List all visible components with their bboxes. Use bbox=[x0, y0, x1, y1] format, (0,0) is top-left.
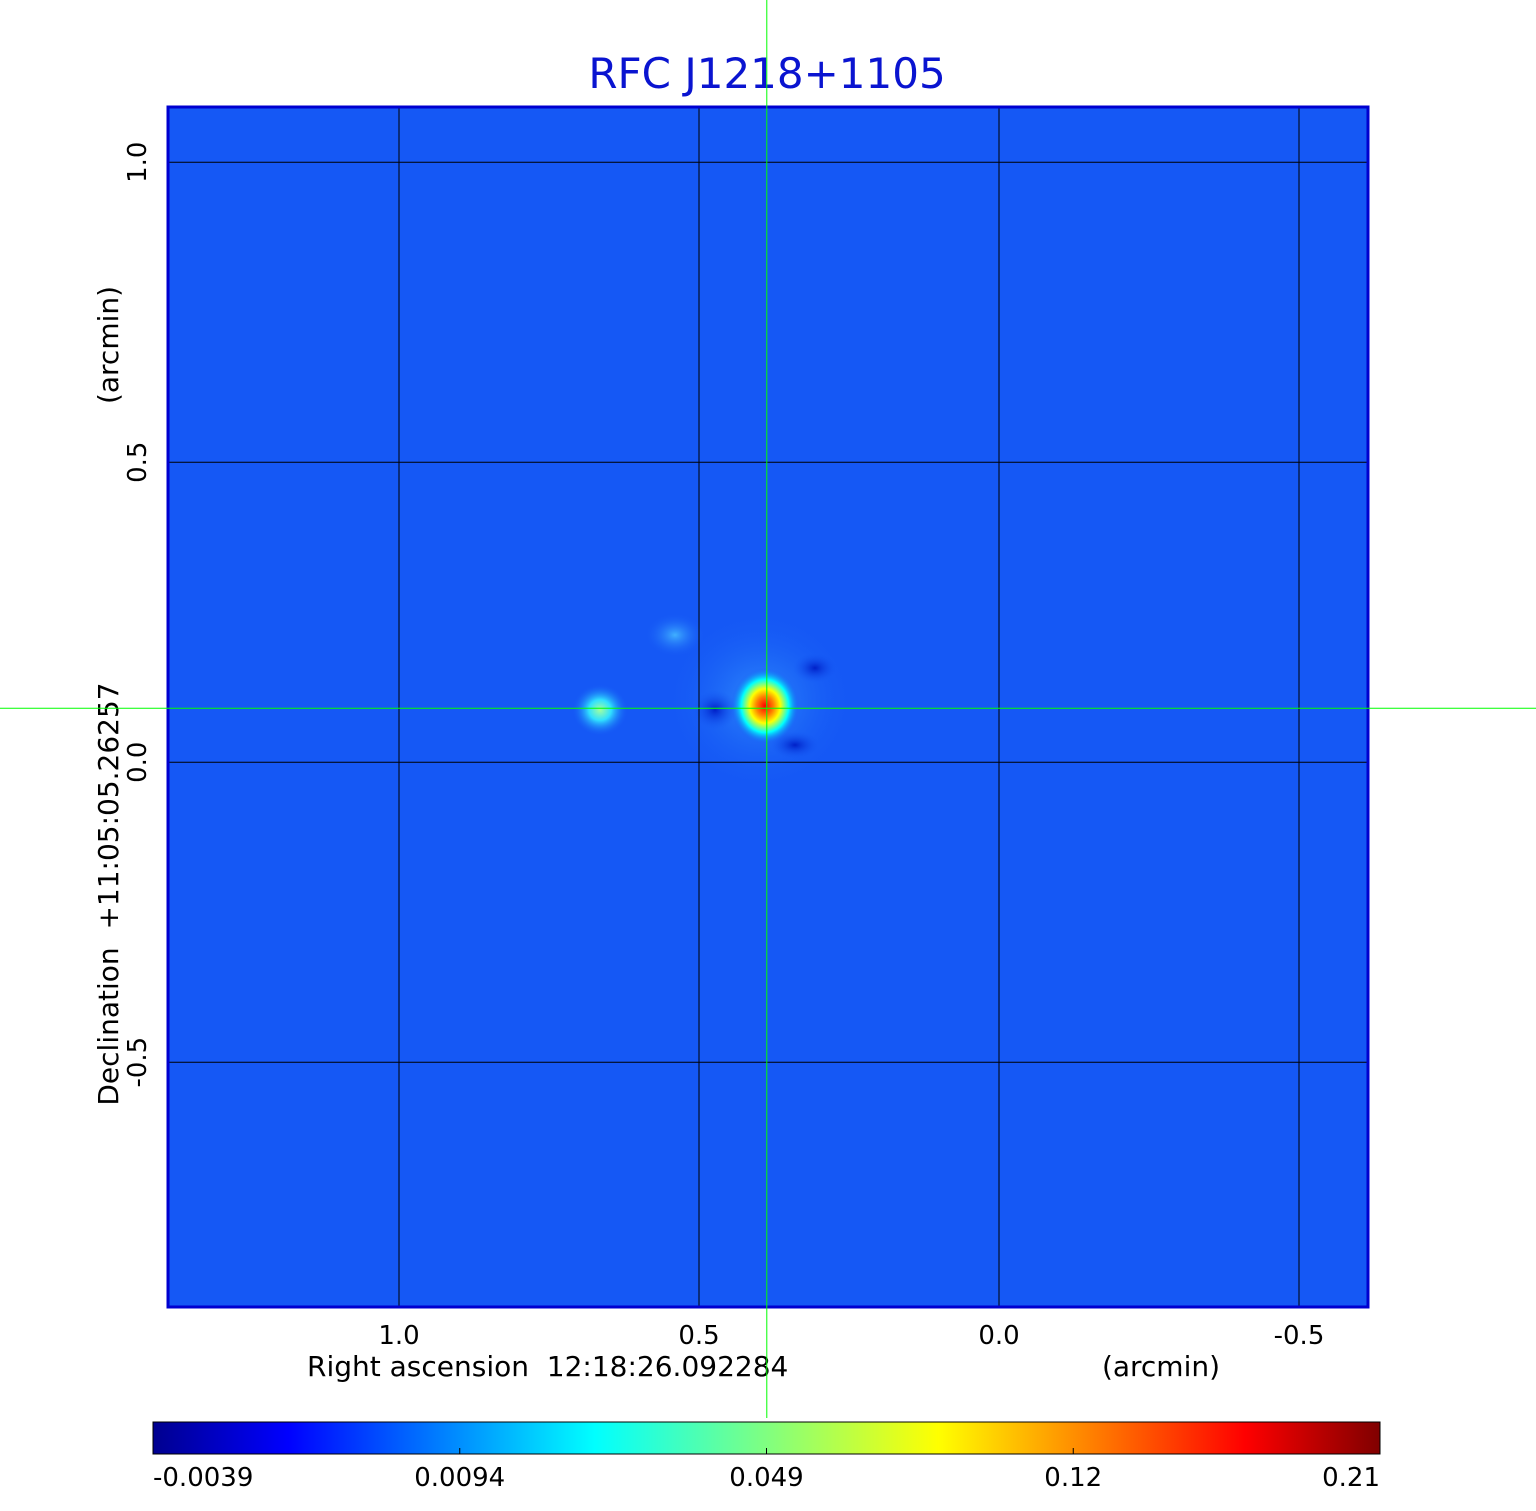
x-tick-label: -0.5 bbox=[1274, 1321, 1325, 1351]
y-tick-label: 1.0 bbox=[123, 142, 153, 183]
x-tick-label: 0.0 bbox=[978, 1321, 1019, 1351]
plot-frame bbox=[166, 105, 1370, 1309]
x-tick-label: 1.0 bbox=[378, 1321, 419, 1351]
y-axis-label: Declination +11:05:05.26257 bbox=[92, 682, 125, 1105]
colorbar-tick-label: 0.049 bbox=[729, 1463, 803, 1493]
source-knot bbox=[572, 684, 628, 736]
negative-region bbox=[793, 653, 837, 683]
source-core bbox=[731, 668, 799, 744]
colorbar-tick-label: 0.21 bbox=[1322, 1463, 1380, 1493]
colorbar-tick-label: -0.0039 bbox=[153, 1463, 253, 1493]
y-tick-label: 0.0 bbox=[123, 742, 153, 783]
plot-area bbox=[166, 105, 1370, 1309]
x-tick-label: 0.5 bbox=[678, 1321, 719, 1351]
negative-region bbox=[693, 690, 737, 730]
y-axis-unit: (arcmin) bbox=[92, 286, 125, 404]
emission bbox=[645, 613, 705, 657]
x-axis-label: Right ascension 12:18:26.092284 bbox=[307, 1350, 788, 1383]
y-tick-label: 0.5 bbox=[123, 442, 153, 483]
colorbar-tick-label: 0.0094 bbox=[414, 1463, 505, 1493]
x-axis-unit: (arcmin) bbox=[1102, 1350, 1220, 1383]
colorbar-tick-label: 0.12 bbox=[1044, 1463, 1102, 1493]
y-tick-label: -0.5 bbox=[123, 1037, 153, 1088]
